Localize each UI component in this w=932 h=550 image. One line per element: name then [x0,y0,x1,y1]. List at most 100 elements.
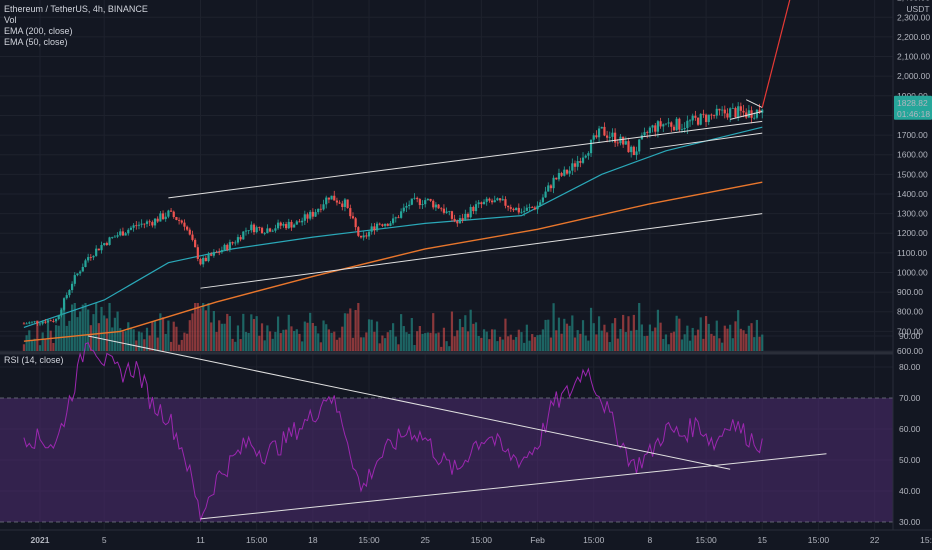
candle-body [194,239,197,248]
volume-bar [630,330,633,351]
volume-bar [664,334,668,351]
symbol-title[interactable]: Ethereum / TetherUS, 4h, BINANCE [4,4,148,14]
candle-body [28,322,31,324]
volume-bar [643,336,646,351]
volume-bar [429,332,432,351]
candle-body [282,224,285,226]
candle-body [386,223,389,226]
volume-bar [688,340,692,351]
rsi-tick-label: 40.00 [899,486,921,496]
drawings[interactable] [168,0,796,289]
price-tick-label: 2,400.00 [897,0,930,3]
volume-bar [252,319,256,351]
volume-bar [293,330,296,351]
volume-bar [715,320,718,351]
volume-bar [330,332,333,351]
volume-bar [38,345,42,351]
candle-body [156,218,159,222]
candle-body [418,199,421,206]
volume-bar [89,325,92,351]
time-tick-label: 2021 [31,535,50,545]
volume-bar [95,303,98,351]
candle-body [330,195,333,200]
candle-body [357,227,360,236]
candle-body [212,251,215,256]
candle-body [499,198,502,201]
volume-bar [440,346,443,351]
time-tick-label: 15 [758,535,768,545]
volume-bar [52,343,55,351]
legend-ema200[interactable]: EMA (200, close) [4,26,73,36]
candle-body [531,206,534,208]
volume-bar [597,316,601,351]
volume-bar [512,339,515,351]
candle-body [402,207,405,212]
volume-bar [244,331,248,351]
candle-body [688,120,692,122]
volume-bar [242,313,245,351]
volume-bar [739,328,742,351]
volume-bar [541,329,544,351]
candles[interactable] [22,102,764,327]
volume-bar [127,322,130,351]
legend-ema50[interactable]: EMA (50, close) [4,37,68,47]
candle-body [448,211,451,213]
candle-body [145,221,149,224]
volume-bar [271,338,274,351]
candle-body [151,222,154,226]
candle-body [710,114,713,116]
candle-body [183,222,186,227]
volume-bar [325,324,328,351]
candle-body [501,199,504,201]
volume-bar [220,323,223,351]
volume-bar [758,336,761,351]
candle-body [207,254,210,262]
legend-rsi[interactable]: RSI (14, close) [4,355,64,365]
candle-body [547,185,550,192]
candle-body [416,197,419,200]
volume-bar [635,329,638,351]
volume-bar [547,319,550,351]
legend-vol[interactable]: Vol [4,15,17,25]
candle-body [517,207,520,213]
volume-bar [311,322,314,351]
candle-body [49,320,52,322]
volume-bar [648,324,651,351]
volume-bar [111,327,114,351]
candle-body [116,235,119,237]
candle-body [108,237,111,245]
candle-body [753,117,756,119]
volume-bar [71,304,74,351]
candle-body [504,199,507,206]
volume-bar [156,337,159,351]
candle-body [723,109,726,114]
volume-bar [627,316,630,351]
volume-bar [544,319,547,351]
volume-bar [557,317,561,351]
candle-body [354,218,357,228]
volume-bar [386,332,389,351]
candle-body [635,151,638,156]
candle-body [81,266,84,272]
volume-bar [448,346,451,351]
rsi-pane[interactable] [0,335,893,523]
candle-body [608,136,611,138]
candle-body [675,118,678,131]
rsi-tick-label: 70.00 [899,393,921,403]
candle-body [186,226,189,230]
candle-body [721,109,724,111]
price-axis-bg [893,0,932,550]
candle-body [71,283,74,291]
volume-bar [474,322,478,351]
volume-bar [416,331,419,351]
volume-bar [268,331,272,351]
volume-bar [734,321,737,351]
volume-bar [587,340,590,351]
candle-body [445,211,448,213]
volume-bar [346,313,349,351]
volume-bar [373,331,376,351]
candle-body [279,222,282,226]
candle-body [383,223,387,226]
